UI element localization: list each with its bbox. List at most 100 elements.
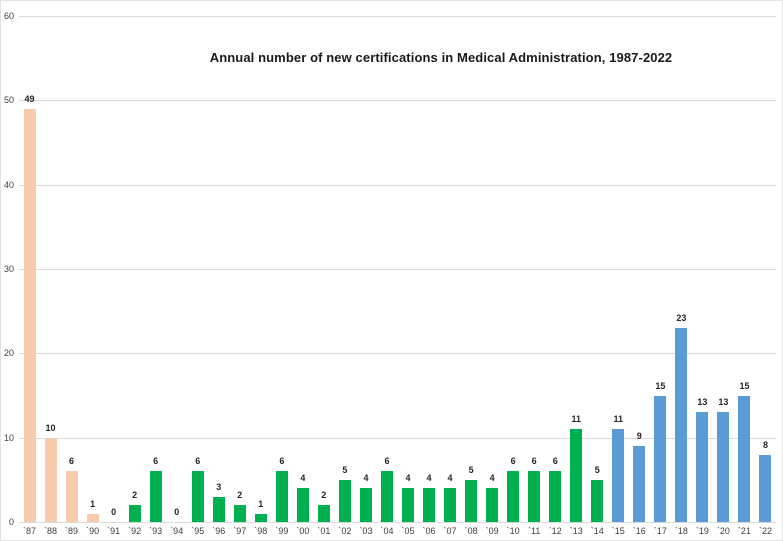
bar: [738, 395, 751, 522]
bar-value-label: 15: [655, 380, 666, 391]
bar: [570, 429, 583, 522]
x-axis-tick-label: `97: [233, 526, 247, 536]
x-axis-tick-label: `99: [275, 526, 289, 536]
bar-value-label: 0: [174, 507, 180, 517]
bar: [528, 471, 541, 522]
x-axis-tick-label: `00: [296, 526, 310, 536]
bar: [423, 488, 436, 522]
bar-value-label: 2: [132, 490, 138, 501]
bar: [65, 471, 78, 522]
x-axis-tick-label: `16: [632, 526, 646, 536]
bar-value-label: 6: [531, 456, 537, 467]
bar: [759, 454, 772, 522]
y-axis-tick-label: 0: [8, 517, 14, 527]
bar-value-label: 4: [447, 473, 453, 484]
bar: [191, 471, 204, 522]
x-axis-tick-label: `05: [401, 526, 415, 536]
bar-value-label: 11: [571, 414, 581, 425]
x-axis-tick-label: `11: [528, 526, 541, 536]
bar: [444, 488, 457, 522]
bar: [296, 488, 309, 522]
gridline: [19, 184, 776, 186]
x-axis-tick-label: `90: [86, 526, 100, 536]
bar: [633, 446, 646, 522]
x-axis-tick-label: `93: [149, 526, 163, 536]
y-axis-tick-label: 10: [3, 432, 14, 443]
chart-title: Annual number of new certifications in M…: [209, 50, 673, 65]
bar: [359, 488, 372, 522]
y-axis-tick-label: 40: [3, 179, 14, 190]
x-axis-tick-label: `20: [716, 526, 730, 536]
x-axis-tick-label: `07: [443, 526, 457, 536]
bar-value-label: 3: [216, 481, 222, 492]
bar-value-label: 4: [363, 473, 369, 484]
bar: [212, 496, 225, 522]
bar-value-label: 1: [258, 498, 264, 509]
bar-value-label: 4: [300, 473, 306, 484]
bar: [275, 471, 288, 522]
bar: [317, 505, 330, 522]
x-axis-tick-label: `13: [569, 526, 583, 536]
bar-value-label: 4: [426, 473, 432, 484]
x-axis-tick-label: `22: [758, 526, 772, 536]
bar-value-label: 4: [489, 473, 495, 484]
bar: [591, 479, 604, 522]
x-axis-tick-label: `10: [506, 526, 520, 536]
x-axis-tick-label: `98: [254, 526, 268, 536]
gridline: [19, 353, 776, 355]
bar-value-label: 15: [739, 380, 750, 391]
bar-value-label: 2: [321, 490, 327, 501]
x-axis-tick-label: `01: [317, 526, 331, 536]
bar-value-label: 11: [613, 414, 624, 425]
x-axis-tick-label: `14: [590, 526, 604, 536]
x-axis-tick-label: `89: [65, 526, 79, 536]
x-axis-tick-label: `96: [212, 526, 226, 536]
x-axis-tick-label: `08: [464, 526, 478, 536]
bar-value-label: 10: [45, 422, 56, 433]
bar-value-label: 6: [510, 456, 516, 467]
x-axis-tick-label: `19: [695, 526, 709, 536]
x-axis-tick-label: `95: [191, 526, 205, 536]
x-axis-tick-label: `91: [107, 526, 121, 536]
x-axis-tick-label: `02: [338, 526, 352, 536]
gridline: [19, 522, 776, 523]
bar: [149, 471, 162, 522]
bar-value-label: 5: [594, 464, 600, 475]
bar-value-label: 6: [153, 456, 159, 467]
bar: [717, 412, 730, 522]
x-axis-tick-label: `18: [674, 526, 688, 536]
bar-value-label: 6: [279, 456, 285, 467]
x-axis-tick-label: `12: [548, 526, 562, 536]
bar: [233, 505, 246, 522]
bar: [44, 437, 57, 522]
bar: [128, 505, 141, 522]
bar: [612, 429, 625, 522]
bar: [675, 328, 688, 522]
bar-value-label: 6: [69, 456, 75, 467]
x-axis-tick-label: `92: [128, 526, 142, 536]
bar: [507, 471, 520, 522]
bar-value-label: 6: [552, 456, 558, 467]
bar: [23, 108, 36, 522]
x-axis-tick-label: `15: [611, 526, 625, 536]
x-axis-tick-label: `94: [170, 526, 184, 536]
x-axis-tick-label: `87: [22, 526, 36, 536]
bar-value-label: 49: [24, 93, 35, 104]
y-axis-tick-label: 50: [3, 95, 14, 106]
bar: [86, 513, 99, 522]
y-axis-tick-label: 20: [3, 348, 14, 359]
bar: [486, 488, 499, 522]
x-axis-tick-label: `04: [380, 526, 394, 536]
gridline: [19, 437, 776, 439]
bar-value-label: 1: [90, 498, 96, 509]
bar-value-label: 6: [384, 456, 390, 467]
x-axis-tick-label: `09: [485, 526, 499, 536]
x-axis-tick-label: `88: [44, 526, 58, 536]
gridline: [19, 100, 776, 102]
bar-value-label: 0: [111, 507, 117, 517]
bar-value-label: 23: [676, 313, 687, 324]
x-axis-tick-label: `21: [737, 526, 751, 536]
bar-value-label: 8: [762, 439, 768, 450]
bar: [654, 395, 667, 522]
